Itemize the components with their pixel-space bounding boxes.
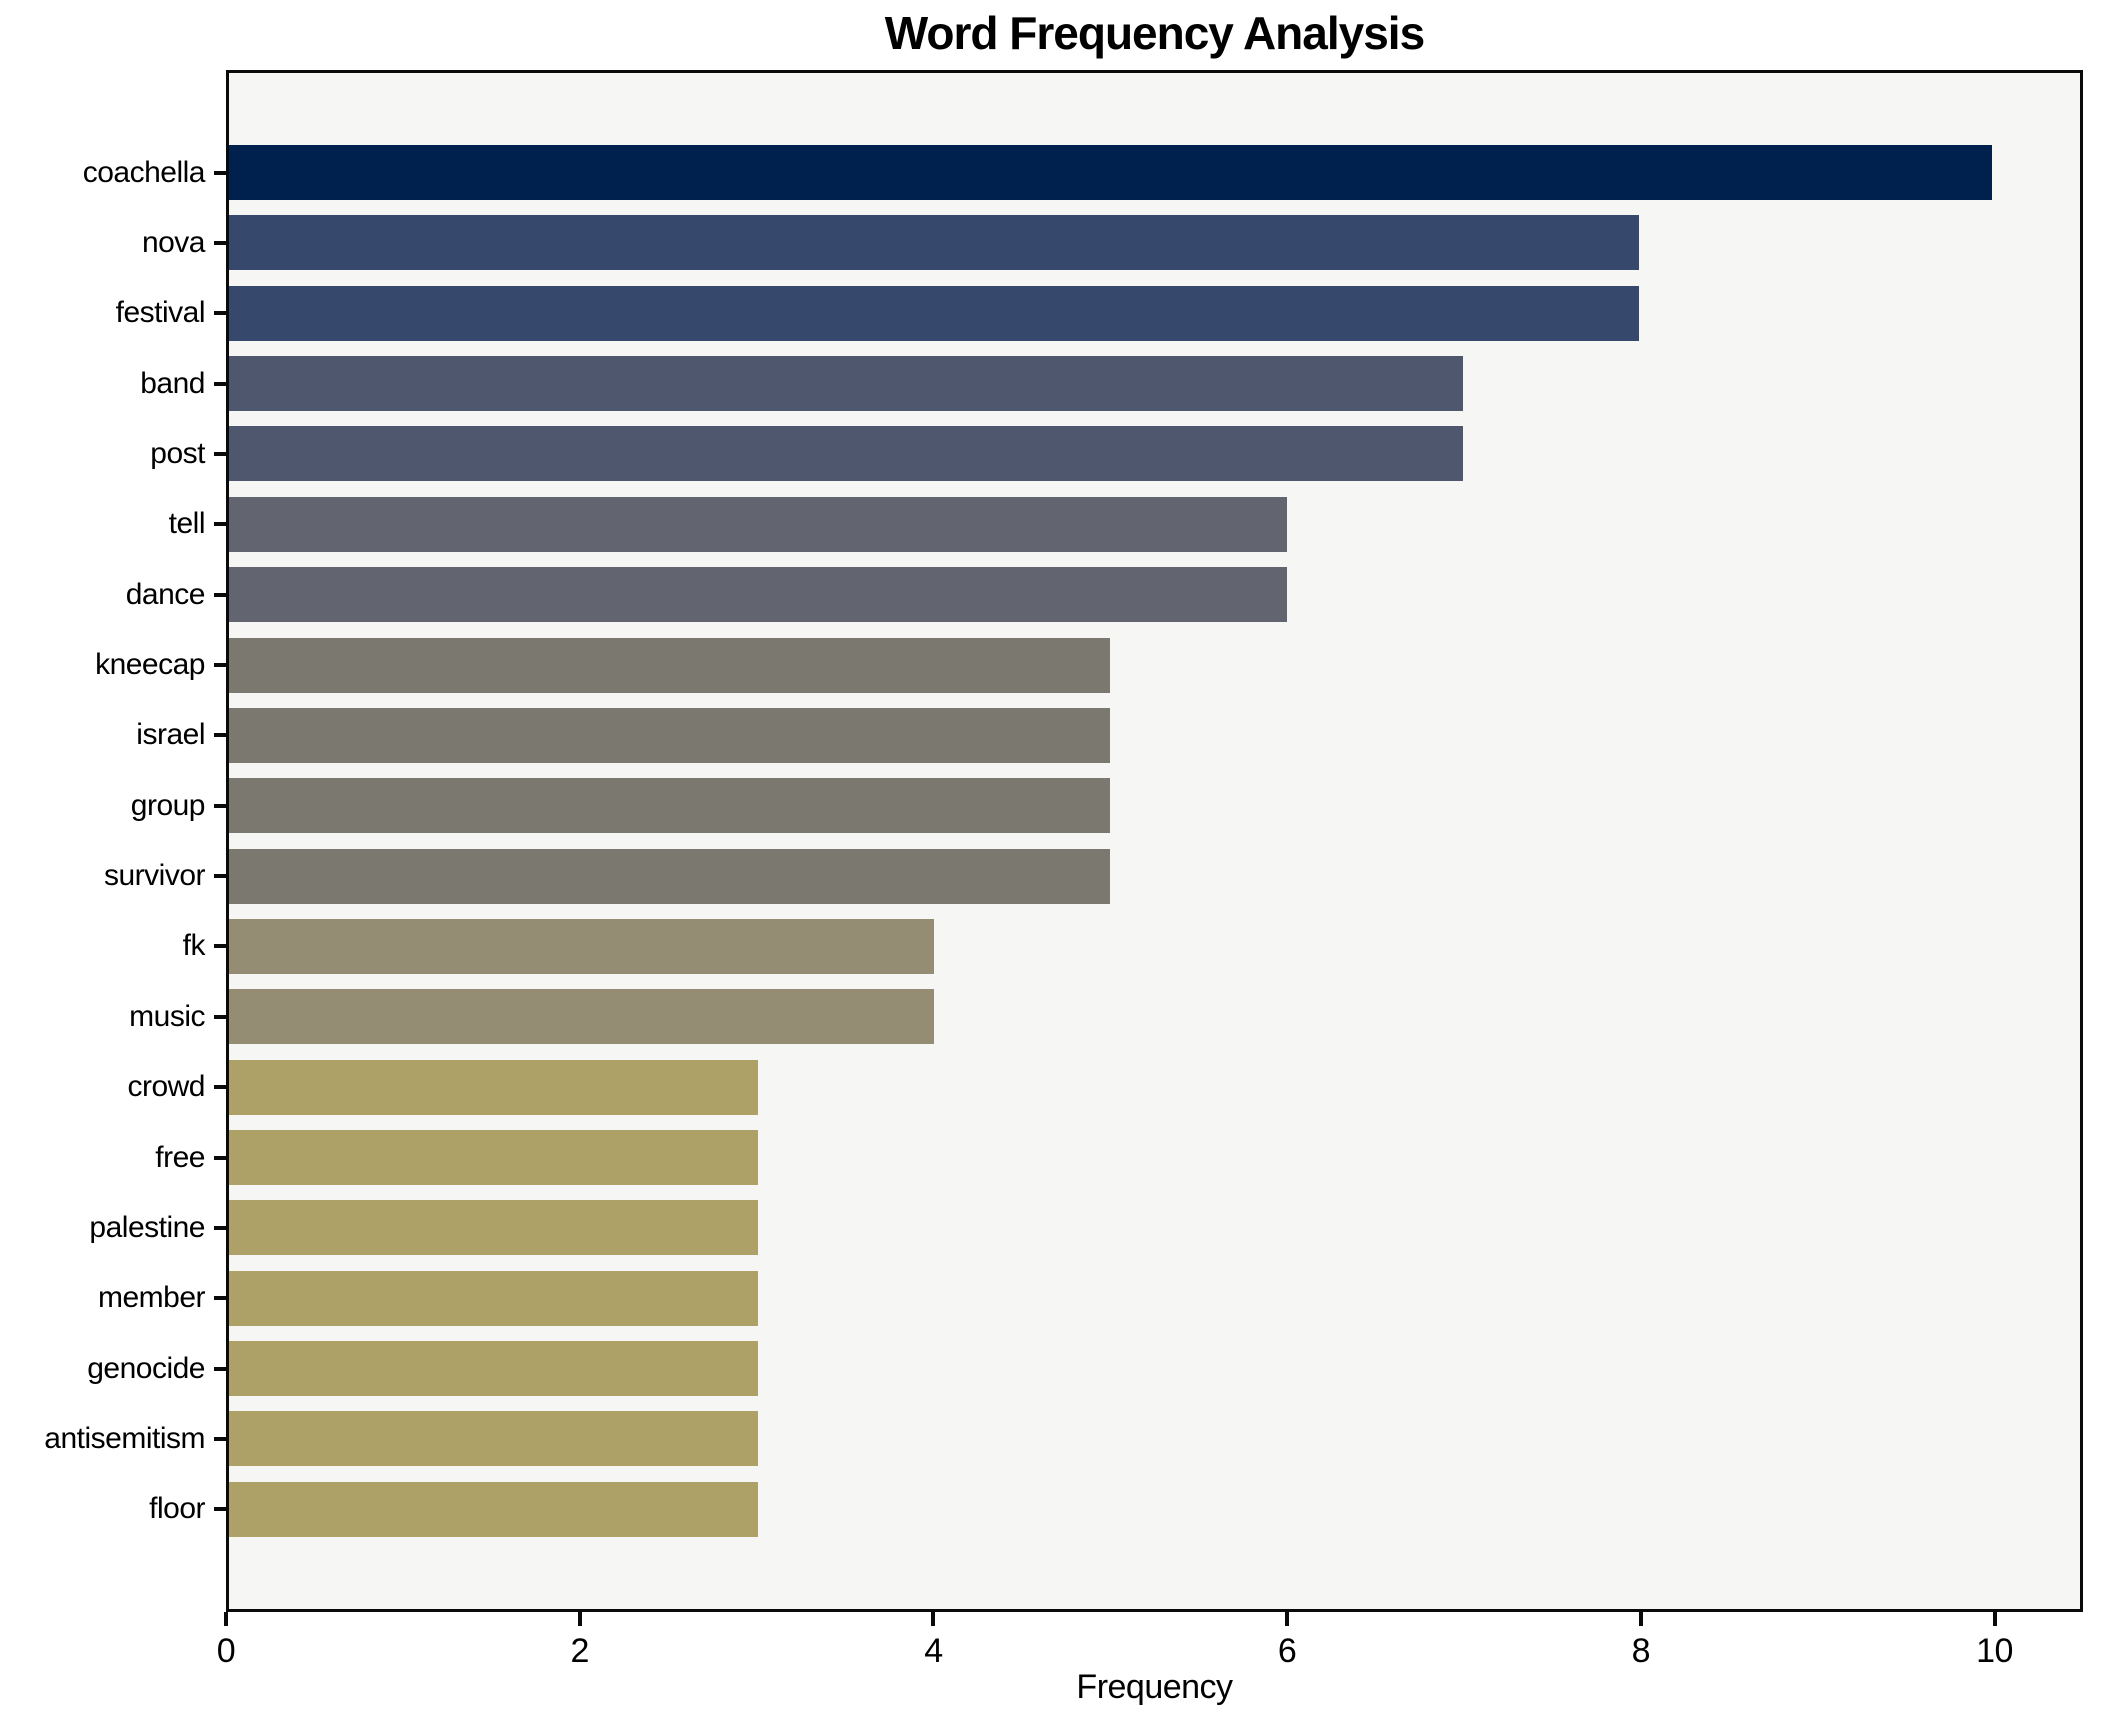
y-tick (214, 1296, 226, 1301)
y-tick (214, 1366, 226, 1371)
x-tick-label: 6 (1277, 1632, 1297, 1670)
bar-row: festival (116, 285, 2080, 341)
bar-label: member (97, 1281, 206, 1315)
bar (229, 778, 1111, 834)
y-tick (214, 522, 226, 527)
bar-row: coachella (83, 145, 2080, 200)
bar-row: palestine (89, 1200, 2080, 1256)
y-tick (214, 170, 226, 175)
bar-label: crowd (127, 1070, 205, 1104)
y-tick (214, 451, 226, 456)
bar-row: free (155, 1130, 2080, 1186)
bar-label: palestine (89, 1210, 205, 1244)
bar-row: dance (126, 567, 2080, 623)
y-tick (214, 663, 226, 668)
bar-row: post (150, 426, 2080, 482)
y-tick (214, 1014, 226, 1019)
bar-label: tell (168, 507, 206, 541)
bar-label: nova (141, 225, 206, 259)
bar-label: kneecap (95, 648, 205, 682)
bar-row: kneecap (95, 637, 2080, 693)
bar (229, 1200, 758, 1256)
x-tick (931, 1612, 936, 1626)
bar (229, 567, 1287, 623)
bar-row: group (131, 778, 2080, 834)
bar-row: band (140, 356, 2080, 412)
plot-area: coachella nova festival band post tell dance kn… (44, 70, 2083, 1612)
bar-row: member (98, 1270, 2080, 1326)
bar-row: israel (136, 707, 2080, 763)
chart-title: Word Frequency Analysis (884, 7, 1425, 59)
bar (229, 637, 1111, 693)
bar (229, 707, 1111, 763)
bar (229, 1270, 758, 1326)
bar-label: band (140, 366, 205, 400)
x-tick (224, 1612, 228, 1626)
x-tick-label: 2 (570, 1632, 589, 1670)
x-tick-label: 4 (924, 1632, 943, 1670)
y-tick (214, 803, 226, 808)
y-tick (214, 1225, 226, 1230)
bar (229, 1411, 758, 1467)
y-tick (214, 1507, 226, 1512)
y-tick (214, 592, 226, 597)
y-tick (214, 733, 226, 738)
x-axis-label: Frequency (1076, 1668, 1233, 1706)
bar-row: fk (183, 918, 2080, 974)
bar-row: antisemitism (44, 1411, 2080, 1467)
bar (229, 285, 1640, 341)
y-tick (214, 311, 226, 316)
y-tick (214, 874, 226, 879)
bar-label: antisemitism (44, 1421, 205, 1455)
bar-label: free (155, 1140, 205, 1174)
bar-label: post (150, 436, 205, 470)
bar (229, 496, 1287, 552)
bar (229, 426, 1463, 482)
bar-label: group (130, 788, 206, 822)
x-tick-label: 8 (1631, 1632, 1651, 1670)
bar-row: floor (149, 1481, 2080, 1537)
bar-row: nova (142, 215, 2080, 271)
bar-label: music (129, 999, 205, 1033)
y-tick (214, 240, 226, 245)
bar-row: crowd (127, 1059, 2080, 1115)
bar (229, 145, 1992, 200)
bar (229, 848, 1111, 904)
x-tick-label: 0 (216, 1632, 236, 1670)
x-tick (1638, 1612, 1643, 1626)
bar-label: festival (115, 296, 206, 330)
bar (229, 1341, 758, 1397)
bar-label: fk (182, 929, 206, 963)
bar (229, 1059, 758, 1115)
bars-container: coachella nova festival band post tell dance kn… (44, 73, 2080, 1609)
bar-row: survivor (104, 848, 2080, 904)
bar-row: genocide (87, 1341, 2080, 1397)
bar (229, 215, 1640, 271)
bar (229, 1481, 758, 1537)
bar-label: coachella (82, 155, 206, 189)
x-tick-label: 10 (1976, 1632, 2013, 1670)
y-tick (214, 944, 226, 949)
y-tick (214, 381, 226, 386)
x-axis: 0 2 4 6 8 10 (217, 1612, 2083, 1722)
bar (229, 1130, 758, 1186)
bar (229, 989, 935, 1045)
bar (229, 356, 1463, 412)
bar-label: israel (136, 718, 205, 752)
bar-label: floor (149, 1492, 205, 1526)
bar (229, 918, 935, 974)
bar-label: dance (125, 577, 206, 611)
bar-row: tell (169, 496, 2080, 552)
bar-row: music (129, 989, 2080, 1045)
x-tick (1992, 1612, 1997, 1626)
bar-label: genocide (87, 1351, 205, 1385)
y-tick (214, 1085, 226, 1090)
x-tick (577, 1612, 582, 1626)
bar-label: survivor (103, 859, 206, 893)
y-tick (214, 1436, 226, 1441)
x-tick (1285, 1612, 1290, 1626)
y-tick (214, 1155, 226, 1160)
